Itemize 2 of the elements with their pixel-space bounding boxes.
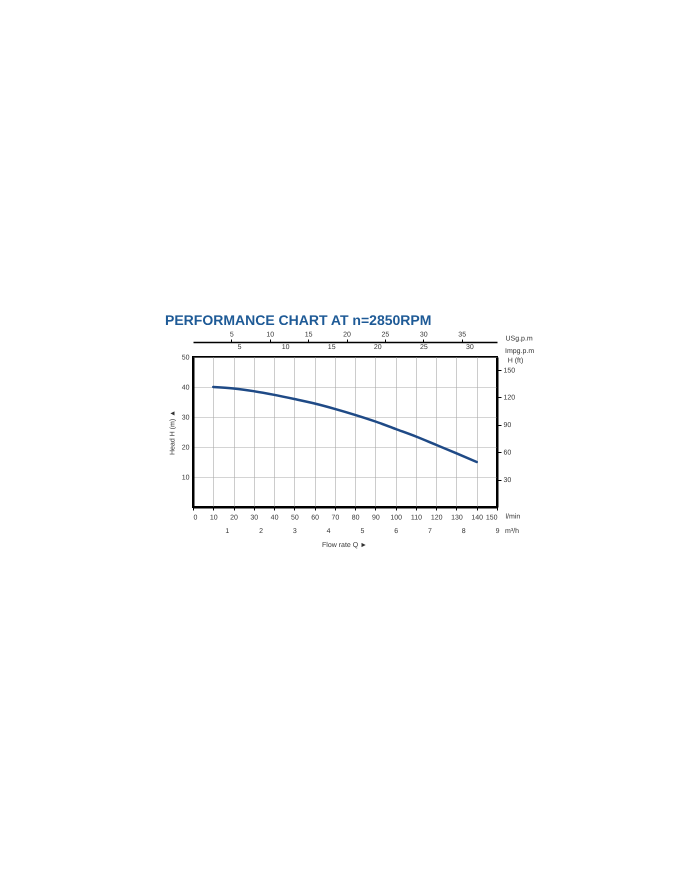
chart-title: PERFORMANCE CHART AT n=2850RPM: [165, 312, 432, 328]
line-series: [212, 386, 478, 464]
